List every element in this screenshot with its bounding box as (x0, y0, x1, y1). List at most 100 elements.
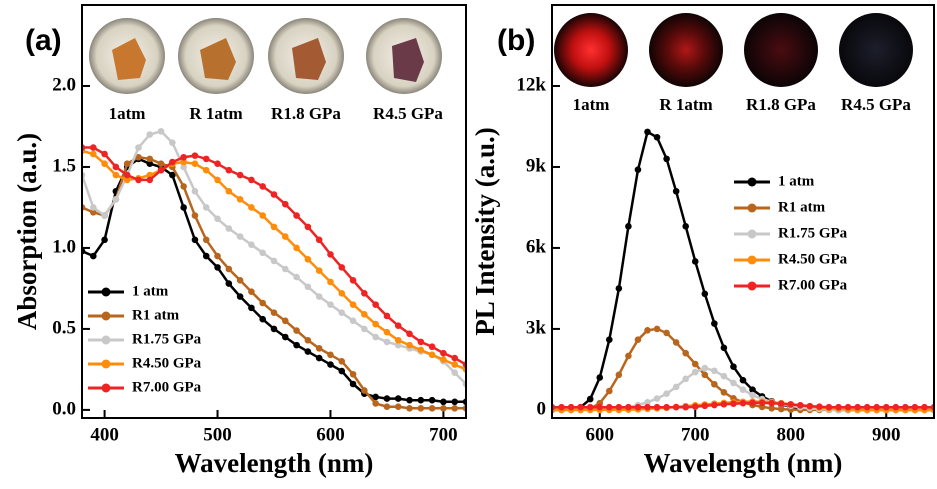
data-point (271, 258, 278, 265)
data-point (214, 177, 221, 184)
data-point (214, 160, 221, 167)
legend-label: R7.00 GPa (132, 379, 202, 395)
data-point (101, 237, 108, 244)
data-point (305, 337, 312, 344)
data-point (921, 404, 928, 411)
data-point (271, 309, 278, 316)
data-point (226, 280, 233, 287)
data-point (577, 404, 584, 411)
data-point (395, 322, 402, 329)
data-point (293, 327, 300, 334)
data-point (158, 128, 165, 135)
data-point (372, 321, 379, 328)
data-point (625, 353, 632, 360)
data-point (663, 404, 670, 411)
legend-marker (748, 178, 757, 187)
data-point (711, 367, 718, 374)
data-point (384, 395, 391, 402)
data-point (237, 196, 244, 203)
x-axis-title: Wavelength (nm) (644, 448, 843, 478)
data-point (663, 330, 670, 337)
data-point (418, 347, 425, 354)
data-point (293, 274, 300, 281)
photo (744, 13, 818, 87)
data-point (248, 241, 255, 248)
data-point (673, 339, 680, 346)
data-point (101, 212, 108, 219)
legend-label: R1.75 GPa (778, 225, 848, 241)
data-point (384, 339, 391, 346)
data-point (158, 167, 165, 174)
legend-marker (102, 336, 111, 345)
x-tick-label: 800 (777, 424, 806, 445)
data-point (429, 343, 436, 350)
x-tick-label: 700 (681, 424, 710, 445)
legend-label: R4.50 GPa (132, 355, 202, 371)
data-point (721, 345, 728, 352)
x-tick-label: 600 (316, 424, 345, 445)
x-tick-label: 900 (872, 424, 901, 445)
data-point (711, 402, 718, 409)
data-point (350, 381, 357, 388)
data-point (180, 154, 187, 161)
data-point (692, 361, 699, 368)
data-point (316, 267, 323, 274)
data-point (384, 313, 391, 320)
data-point (282, 266, 289, 273)
data-point (169, 159, 176, 166)
data-point (682, 376, 689, 383)
data-point (180, 204, 187, 211)
data-point (635, 404, 642, 411)
data-point (135, 177, 142, 184)
data-point (338, 290, 345, 297)
data-point (768, 400, 775, 407)
data-point (854, 404, 861, 411)
legend-marker (748, 256, 757, 265)
data-point (451, 355, 458, 362)
data-point (721, 389, 728, 396)
photo (649, 13, 723, 87)
data-point (248, 288, 255, 295)
data-point (663, 390, 670, 397)
data-point (271, 191, 278, 198)
data-point (654, 326, 661, 333)
data-point (635, 166, 642, 173)
data-point (406, 330, 413, 337)
data-point (316, 237, 323, 244)
data-point (203, 204, 210, 211)
data-point (702, 372, 709, 379)
data-point (644, 404, 651, 411)
data-point (203, 167, 210, 174)
data-point (146, 156, 153, 163)
photo-label: R4.5 GPa (373, 104, 443, 123)
data-point (226, 225, 233, 232)
data-point (350, 318, 357, 325)
data-point (192, 160, 199, 167)
legend-label: R1.75 GPa (132, 331, 202, 347)
data-point (113, 172, 120, 179)
data-point (214, 215, 221, 222)
legend-label: R4.50 GPa (778, 251, 848, 267)
data-point (259, 300, 266, 307)
data-point (902, 404, 909, 411)
data-point (214, 253, 221, 260)
data-point (192, 152, 199, 159)
data-point (90, 253, 97, 260)
data-point (361, 311, 368, 318)
data-point (384, 403, 391, 410)
data-point (749, 392, 756, 399)
data-point (429, 352, 436, 359)
photo-label: R1.8 GPa (746, 95, 816, 114)
photo-label: 1atm (573, 95, 610, 114)
photo-label: R 1atm (189, 104, 242, 123)
data-point (606, 404, 613, 411)
data-point (316, 345, 323, 352)
data-point (226, 167, 233, 174)
data-point (873, 404, 880, 411)
data-point (673, 384, 680, 391)
data-point (248, 177, 255, 184)
data-point (113, 196, 120, 203)
data-point (616, 404, 623, 411)
data-point (237, 293, 244, 300)
data-point (305, 256, 312, 263)
